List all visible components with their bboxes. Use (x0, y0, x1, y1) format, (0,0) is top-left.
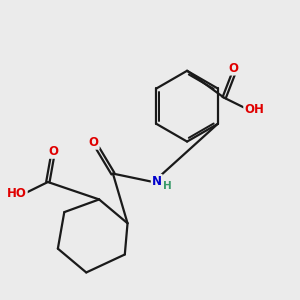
Text: O: O (49, 145, 58, 158)
Text: H: H (163, 181, 172, 191)
Text: OH: OH (244, 103, 264, 116)
Text: O: O (89, 136, 99, 149)
Text: HO: HO (7, 187, 27, 200)
Text: N: N (152, 175, 162, 188)
Text: O: O (228, 61, 238, 75)
